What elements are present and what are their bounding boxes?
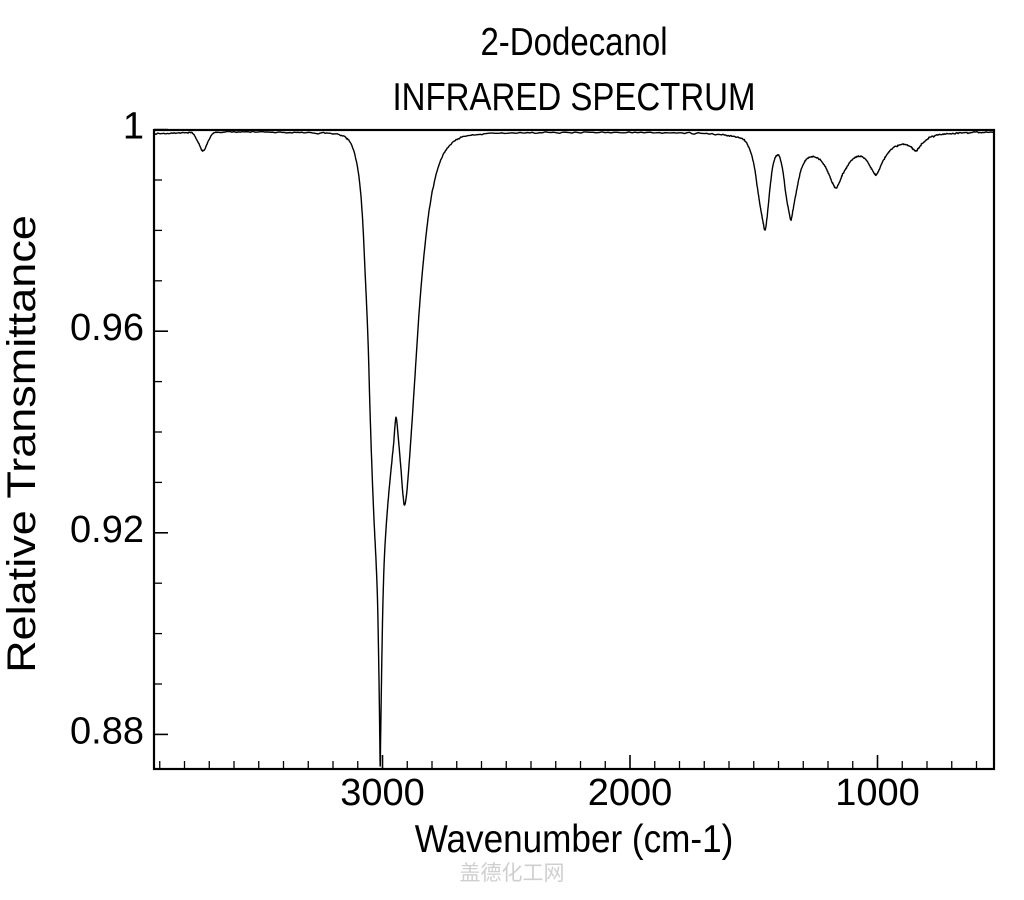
svg-text:0.88: 0.88 [70,710,144,752]
svg-text:0.96: 0.96 [70,307,144,349]
svg-text:3000: 3000 [340,772,425,814]
svg-text:1: 1 [123,106,144,148]
svg-text:1000: 1000 [835,772,920,814]
svg-text:0.92: 0.92 [70,509,144,551]
svg-text:2000: 2000 [588,772,673,814]
